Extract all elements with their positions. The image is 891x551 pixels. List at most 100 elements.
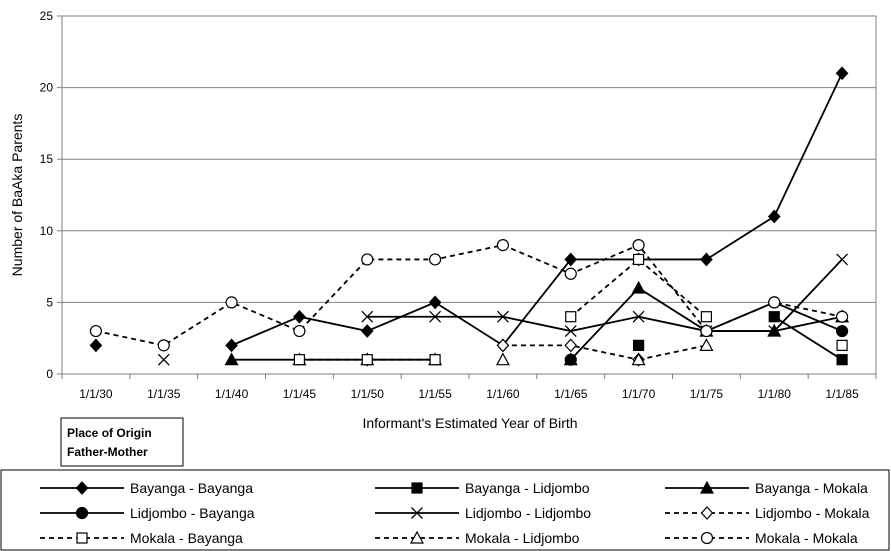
legend-item: Bayanga - Lidjombo: [375, 480, 590, 496]
series-mokala-lidjombo: [495, 338, 714, 366]
data-point: [767, 209, 781, 224]
x-tick-label: 1/1/50: [351, 387, 385, 401]
data-point: [632, 339, 645, 351]
legend-item: Bayanga - Mokala: [665, 480, 868, 496]
series-line: [367, 258, 843, 332]
data-point: [768, 296, 781, 309]
data-point: [700, 324, 713, 338]
x-tick-label: 1/1/35: [147, 387, 181, 401]
data-point: [496, 310, 509, 323]
series-line: [231, 72, 843, 347]
legend-marker: [409, 530, 425, 544]
legend-item: Lidjombo - Lidjombo: [375, 505, 591, 521]
data-point: [293, 324, 306, 338]
legend-item: Bayanga - Bayanga: [40, 480, 253, 496]
legend-marker: [76, 532, 88, 544]
data-point: [429, 354, 441, 366]
y-tick-label: 10: [40, 224, 54, 238]
legend-label: Bayanga - Lidjombo: [465, 480, 590, 496]
data-point: [632, 253, 645, 266]
data-point: [564, 325, 577, 337]
legend-marker: [700, 506, 714, 520]
data-point: [495, 352, 510, 366]
x-tick-label: 1/1/55: [418, 387, 452, 401]
data-point: [564, 252, 578, 267]
data-point: [631, 280, 646, 294]
gridlines: [62, 87, 876, 303]
data-point: [361, 253, 374, 266]
data-point: [632, 310, 645, 323]
x-tick-label: 1/1/45: [283, 387, 317, 401]
legend-marker: [75, 481, 89, 495]
data-point: [293, 354, 306, 366]
y-axis-title: Number of BaAka Parents: [9, 114, 25, 277]
data-point: [157, 339, 170, 352]
data-point: [700, 311, 713, 323]
series-line: [773, 315, 843, 361]
series-mokala-bayanga: [293, 253, 848, 366]
x-tick-label: 1/1/65: [554, 387, 588, 401]
series-bayanga-lidjombo: [632, 311, 848, 366]
series-mokala-mokala: [89, 239, 849, 352]
data-point: [699, 338, 714, 351]
series-line: [638, 344, 707, 361]
legend-title-line-1: Place of Origin: [67, 426, 152, 440]
data-point: [89, 338, 103, 353]
data-point: [564, 338, 578, 353]
data-point: [700, 252, 713, 267]
legend-item: Mokala - Lidjombo: [375, 530, 580, 546]
data-point: [89, 324, 103, 338]
data-point: [224, 352, 239, 366]
data-point: [632, 239, 645, 252]
legend-item: Mokala - Mokala: [665, 530, 858, 546]
legend-label: Bayanga - Bayanga: [130, 480, 253, 496]
data-point: [496, 239, 510, 252]
y-tick-label: 25: [40, 9, 54, 23]
legend-marker: [411, 482, 423, 494]
data-point: [836, 354, 848, 366]
y-tick-label: 15: [40, 152, 54, 166]
y-tick-label: 20: [40, 81, 54, 95]
series-line: [570, 258, 707, 318]
data-point: [836, 253, 849, 266]
data-point: [360, 324, 374, 338]
data-point: [225, 338, 238, 353]
x-tick-label: 1/1/85: [825, 387, 859, 401]
data-point: [429, 310, 442, 323]
x-tick-label: 1/1/30: [79, 387, 113, 401]
x-tick-label: 1/1/80: [758, 387, 792, 401]
data-point: [564, 267, 577, 280]
data-point: [361, 310, 374, 323]
data-point: [835, 324, 849, 338]
x-axis-ticks: 1/1/30 1/1/35 1/1/40 1/1/45 1/1/50 1/1/55 1/1/…: [61, 374, 877, 401]
legend-label: Lidjombo - Bayanga: [130, 505, 255, 521]
legend-marker: [75, 506, 89, 520]
series-line: [95, 244, 843, 347]
data-point: [225, 296, 238, 309]
data-point: [428, 295, 442, 310]
legend-label: Bayanga - Mokala: [755, 480, 868, 496]
x-tick-label: 1/1/40: [215, 387, 249, 401]
data-point: [631, 352, 646, 366]
x-tick-label: 1/1/75: [690, 387, 724, 401]
legend-title-box: Place of Origin Father-Mother: [60, 417, 184, 467]
x-tick-label: 1/1/70: [622, 387, 656, 401]
data-point: [835, 310, 849, 323]
legend-title-line-2: Father-Mother: [67, 445, 148, 459]
data-point: [293, 309, 306, 324]
legend-item: Mokala - Bayanga: [40, 530, 243, 546]
legend-marker: [700, 531, 714, 545]
data-point: [836, 339, 848, 351]
data-point: [835, 66, 849, 81]
x-tick-label: 1/1/60: [486, 387, 520, 401]
data-point: [768, 325, 781, 337]
data-point: [564, 353, 577, 366]
legend-label: Mokala - Lidjombo: [465, 530, 580, 546]
y-tick-label: 0: [46, 367, 53, 381]
y-tick-label: 5: [46, 295, 53, 309]
legend-title-frame: [60, 417, 184, 467]
legend-marker: [699, 480, 715, 494]
data-point: [428, 253, 442, 266]
legend-frame: [0, 469, 890, 551]
